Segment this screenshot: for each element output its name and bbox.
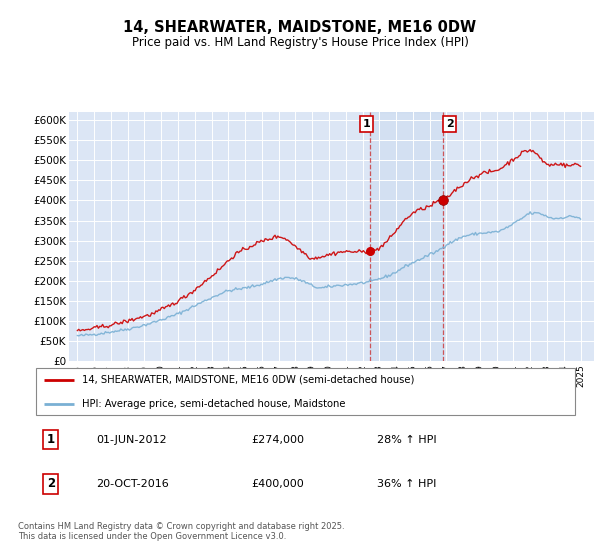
Text: Contains HM Land Registry data © Crown copyright and database right 2025.
This d: Contains HM Land Registry data © Crown c…	[18, 522, 344, 542]
Text: 2: 2	[446, 119, 454, 129]
Text: £400,000: £400,000	[251, 479, 304, 489]
Text: 14, SHEARWATER, MAIDSTONE, ME16 0DW (semi-detached house): 14, SHEARWATER, MAIDSTONE, ME16 0DW (sem…	[82, 375, 415, 385]
Text: 14, SHEARWATER, MAIDSTONE, ME16 0DW: 14, SHEARWATER, MAIDSTONE, ME16 0DW	[124, 20, 476, 35]
Bar	[370, 112, 443, 361]
Text: HPI: Average price, semi-detached house, Maidstone: HPI: Average price, semi-detached house,…	[82, 399, 346, 409]
Text: 20-OCT-2016: 20-OCT-2016	[96, 479, 169, 489]
Text: 28% ↑ HPI: 28% ↑ HPI	[377, 435, 437, 445]
Text: Price paid vs. HM Land Registry's House Price Index (HPI): Price paid vs. HM Land Registry's House …	[131, 36, 469, 49]
Text: 36% ↑ HPI: 36% ↑ HPI	[377, 479, 436, 489]
Text: 1: 1	[362, 119, 370, 129]
FancyBboxPatch shape	[36, 368, 575, 415]
Text: £274,000: £274,000	[251, 435, 304, 445]
Text: 2: 2	[47, 477, 55, 490]
Text: 1: 1	[47, 433, 55, 446]
Text: 01-JUN-2012: 01-JUN-2012	[96, 435, 166, 445]
